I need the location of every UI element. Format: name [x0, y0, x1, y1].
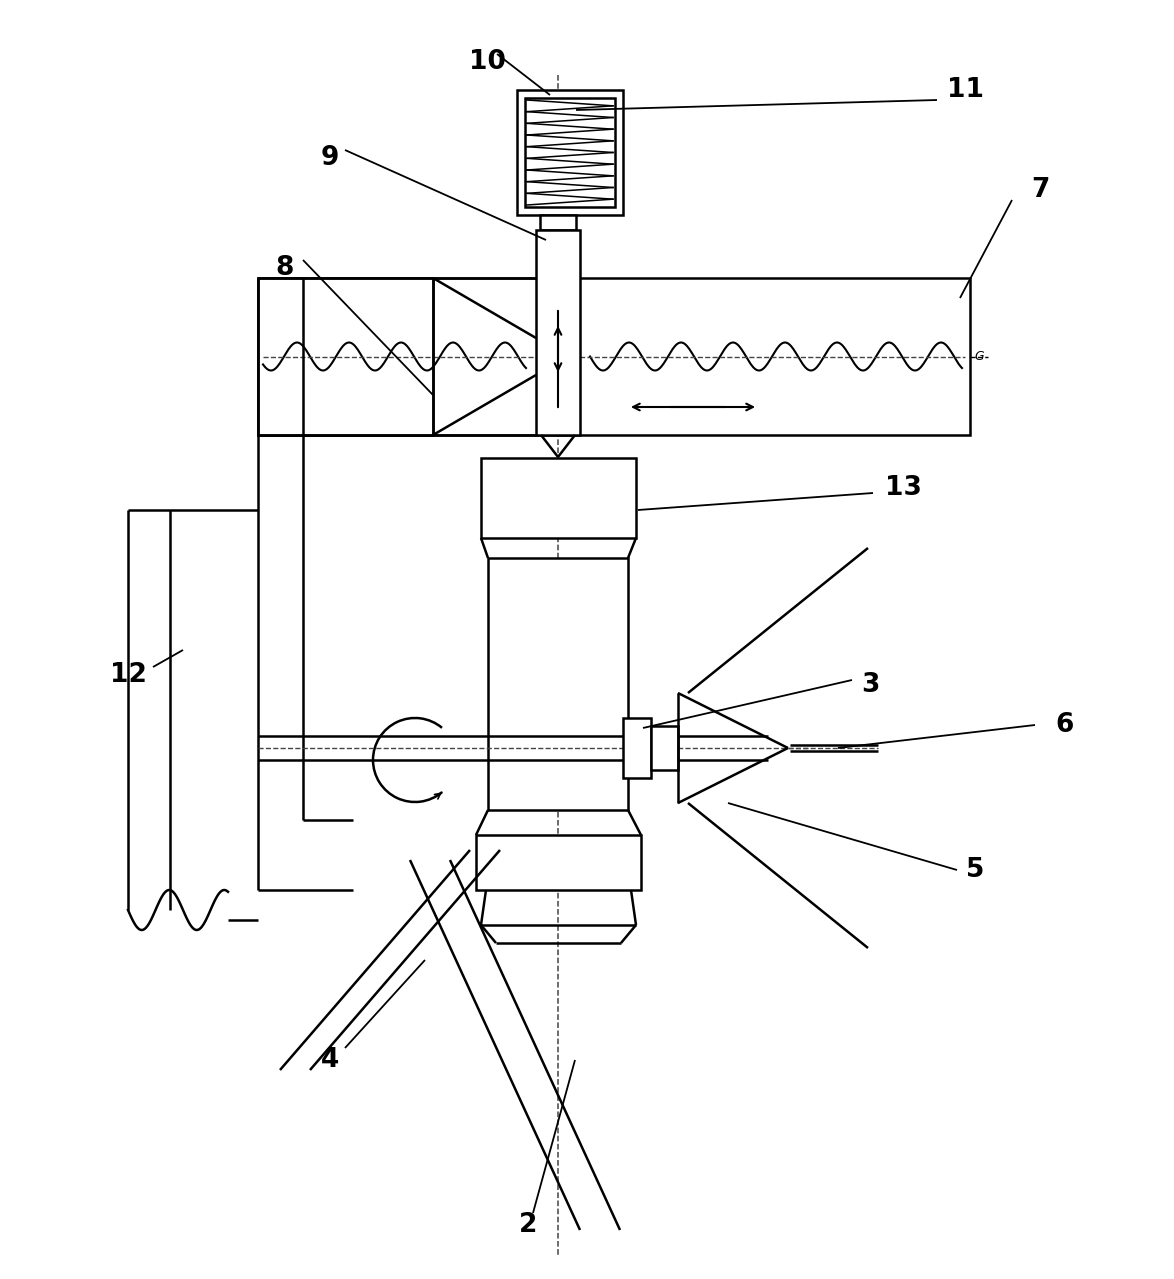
Bar	[475, 835, 641, 890]
Text: 13: 13	[884, 475, 922, 501]
Text: 8: 8	[276, 255, 295, 281]
Text: 10: 10	[468, 49, 506, 75]
Bar	[258, 278, 970, 435]
Text: 3: 3	[861, 671, 879, 698]
Bar	[525, 98, 615, 207]
Bar	[537, 230, 580, 435]
Text: 4: 4	[321, 1048, 339, 1073]
Text: 9: 9	[321, 145, 339, 171]
Bar	[517, 90, 623, 215]
Bar	[540, 215, 576, 230]
Text: G: G	[974, 350, 984, 363]
Bar	[652, 726, 679, 770]
Text: 2: 2	[519, 1212, 538, 1238]
Bar	[488, 558, 628, 810]
Text: 11: 11	[946, 77, 984, 104]
Text: 6: 6	[1055, 712, 1074, 738]
Text: 5: 5	[966, 857, 984, 883]
Bar	[481, 458, 636, 538]
Bar	[623, 718, 652, 778]
Text: 7: 7	[1031, 177, 1050, 203]
Text: 12: 12	[109, 663, 147, 688]
Bar	[258, 278, 433, 435]
